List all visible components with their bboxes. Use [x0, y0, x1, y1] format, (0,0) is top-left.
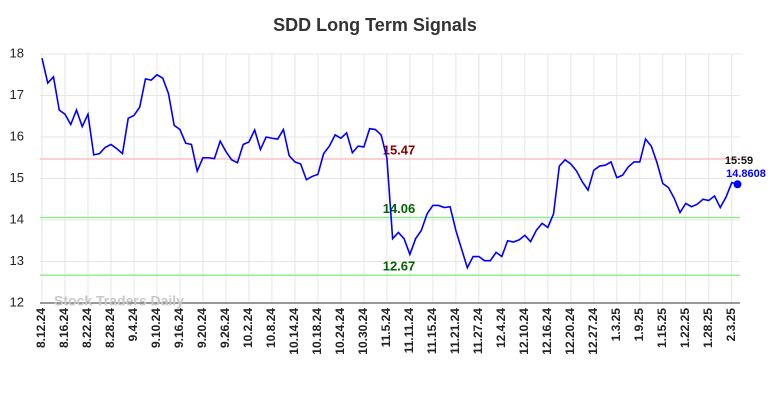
x-tick-label: 12.4.24: [494, 308, 508, 348]
x-tick-label: 8.28.24: [103, 308, 117, 348]
x-tick-label: 11.27.24: [471, 308, 485, 354]
x-tick-label: 1.28.25: [701, 308, 715, 348]
x-tick-label: 8.22.24: [80, 308, 94, 348]
x-tick-label: 9.10.24: [149, 308, 163, 348]
chart-title: SDD Long Term Signals: [273, 15, 477, 35]
x-tick-label: 8.16.24: [57, 308, 71, 348]
x-tick-label: 12.27.24: [586, 308, 600, 355]
y-tick-label: 18: [10, 45, 24, 60]
y-tick-label: 16: [10, 128, 24, 143]
x-tick-label: 1.15.25: [655, 308, 669, 348]
x-tick-label: 10.24.24: [333, 308, 347, 355]
x-tick-label: 11.21.24: [448, 308, 462, 354]
x-tick-label: 1.3.25: [609, 308, 623, 342]
x-tick-label: 11.11.24: [402, 308, 416, 354]
y-tick-label: 13: [10, 253, 24, 268]
x-tick-label: 10.18.24: [310, 308, 324, 355]
x-tick-label: 11.15.24: [425, 308, 439, 354]
price-line: [41, 57, 738, 270]
x-tick-label: 2.3.25: [724, 308, 738, 342]
x-tick-label: 10.8.24: [264, 308, 278, 348]
reference-label: 15.47: [383, 142, 416, 157]
x-tick-label: 9.4.24: [126, 308, 140, 342]
watermark: Stock Traders Daily: [54, 293, 184, 309]
x-tick-label: 10.30.24: [356, 308, 370, 355]
y-tick-label: 15: [10, 170, 24, 185]
x-tick-label: 9.16.24: [172, 308, 186, 348]
x-tick-label: 1.9.25: [632, 308, 646, 342]
last-time: 15:59: [725, 155, 753, 167]
y-tick-label: 17: [10, 87, 24, 102]
y-tick-label: 12: [10, 294, 24, 309]
x-tick-label: 11.5.24: [379, 308, 393, 348]
x-tick-label: 10.14.24: [287, 308, 301, 355]
reference-label: 12.67: [383, 259, 416, 274]
x-tick-label: 12.10.24: [517, 308, 531, 355]
x-tick-label: 12.20.24: [563, 308, 577, 355]
reference-label: 14.06: [383, 201, 416, 216]
x-tick-label: 9.26.24: [218, 308, 232, 348]
x-tick-label: 8.12.24: [34, 308, 48, 348]
x-tick-label: 9.20.24: [195, 308, 209, 348]
last-point: [733, 180, 742, 189]
y-tick-label: 14: [10, 211, 24, 226]
x-tick-label: 10.2.24: [241, 308, 255, 348]
last-value: 14.8608: [726, 168, 766, 180]
x-tick-label: 1.22.25: [678, 308, 692, 348]
x-tick-label: 12.16.24: [540, 308, 554, 355]
